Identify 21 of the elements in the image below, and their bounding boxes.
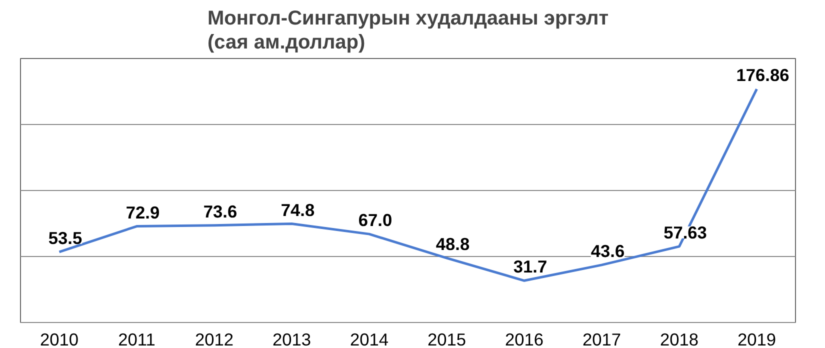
x-tick-label: 2019	[737, 330, 776, 348]
data-label: 57.63	[664, 222, 708, 242]
data-label: 72.9	[126, 202, 160, 222]
x-tick-label: 2012	[194, 330, 234, 348]
x-tick-label: 2010	[40, 330, 79, 348]
x-tick-label: 2017	[582, 330, 622, 348]
x-tick-label: 2011	[118, 330, 156, 348]
data-label: 48.8	[436, 234, 470, 254]
x-tick-label: 2013	[272, 330, 312, 348]
x-tick-label: 2016	[504, 330, 544, 348]
x-tick-label: 2014	[350, 330, 389, 348]
data-label: 43.6	[590, 240, 625, 261]
data-label: 74.8	[280, 200, 315, 220]
chart-title: Монгол-Сингапурын худалдааны эргэлт (сая ам.доллар)	[207, 7, 609, 54]
x-tick-label: 2015	[427, 330, 466, 348]
data-label: 67.0	[358, 210, 392, 230]
data-label: 31.7	[513, 256, 548, 277]
x-tick-label: 2018	[660, 330, 699, 348]
data-label: 73.6	[203, 201, 238, 222]
data-label: 176.86	[736, 65, 790, 86]
data-label: 53.5	[48, 228, 82, 248]
